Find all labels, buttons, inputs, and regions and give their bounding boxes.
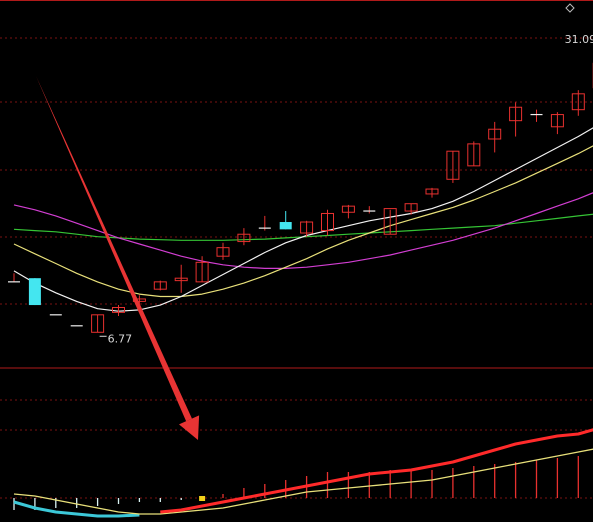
candle-body: [571, 93, 585, 111]
indicator-bar-highlight: [199, 496, 206, 501]
candle: [132, 295, 146, 304]
low-price-label: 6.77: [108, 332, 133, 345]
candle-body: [174, 277, 188, 282]
candle-body: [509, 106, 523, 122]
candle: [404, 203, 418, 215]
candle: [237, 228, 251, 246]
candle-body: [383, 208, 397, 235]
candle: [446, 150, 460, 183]
candle-body: [300, 221, 314, 234]
candle: [279, 211, 292, 230]
candle: [530, 109, 543, 122]
candle-body: [132, 298, 146, 302]
candle: [571, 90, 585, 116]
candle: [550, 112, 564, 135]
indicator-lines: [13, 428, 593, 518]
indicator-yellow-line: [13, 448, 593, 515]
indicator-cyan-line: [13, 500, 140, 518]
candle: [153, 280, 167, 291]
moving-average-lines: [13, 127, 593, 312]
candlesticks: [8, 62, 593, 333]
candle-body: [404, 203, 418, 212]
candle-body: [550, 114, 564, 128]
candle: [425, 187, 439, 198]
candle-body: [153, 281, 167, 290]
candle: [174, 264, 188, 293]
candle: [321, 209, 334, 236]
candle-body: [446, 150, 460, 180]
trend-arrow: [36, 76, 200, 440]
arrow-shaft: [36, 76, 192, 422]
ma-green-line: [13, 213, 593, 241]
candle: [91, 314, 105, 333]
candle: [112, 305, 125, 317]
candle-body: [321, 212, 334, 232]
candle-body: [488, 128, 502, 140]
candle-body: [341, 205, 355, 213]
candle-body: [279, 222, 292, 230]
annotations: 31.09 6.77: [99, 33, 593, 345]
candle: [488, 121, 502, 153]
candle-body: [195, 261, 209, 283]
candle-body: [91, 314, 105, 333]
candle-body: [112, 306, 125, 313]
candle: [341, 204, 355, 219]
ma-magenta-line: [13, 192, 593, 269]
indicator-panel: [13, 428, 593, 518]
candle: [383, 208, 397, 235]
candle: [195, 256, 209, 283]
arrow-head: [179, 415, 200, 440]
price-panel: [8, 62, 593, 333]
ma-yellow-line: [13, 145, 593, 298]
indicator-bars: [13, 456, 579, 510]
candle: [258, 215, 271, 231]
candle: [467, 141, 481, 167]
candle-body: [467, 143, 481, 167]
candle: [300, 220, 314, 237]
candle: [509, 102, 523, 137]
candle: [28, 278, 41, 306]
candle-body: [28, 278, 41, 306]
candle-body: [425, 188, 439, 195]
candle-body: [216, 247, 230, 257]
candle: [8, 273, 20, 283]
diamond-marker-icon: [565, 3, 575, 13]
candle-body: [237, 233, 251, 243]
high-price-label: 31.09: [565, 33, 593, 46]
indicator-red-line: [160, 428, 593, 514]
ma-white-line: [13, 127, 593, 312]
candle: [216, 242, 230, 260]
candle: [363, 206, 376, 214]
